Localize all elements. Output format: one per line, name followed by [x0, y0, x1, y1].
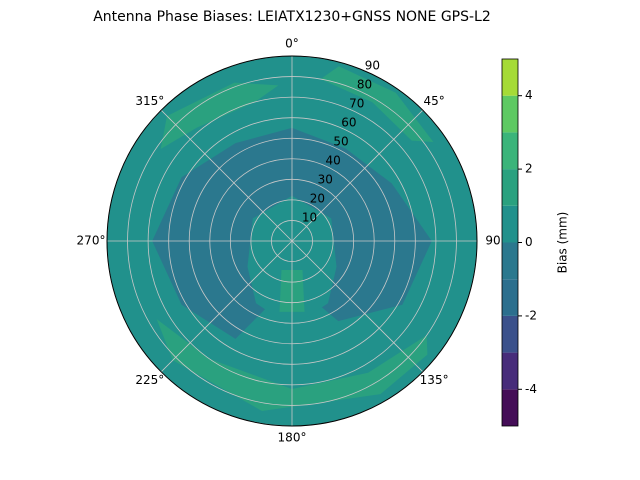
- theta-tick-label: 45°: [423, 94, 444, 108]
- colorbar-segment: [502, 352, 518, 390]
- colorbar-segment: [502, 95, 518, 133]
- r-tick-label: 60: [341, 116, 356, 130]
- contour-region: [160, 82, 279, 149]
- colorbar-segment: [502, 132, 518, 170]
- colorbar-segment: [502, 205, 518, 243]
- angular-grid-line: [160, 109, 293, 242]
- colorbar-segment: [502, 315, 518, 353]
- theta-tick-label: 225°: [135, 373, 164, 387]
- colorbar-segment: [502, 279, 518, 316]
- colorbar-tick-label: 2: [525, 162, 533, 176]
- colorbar-segment: [502, 59, 518, 96]
- theta-tick-label: 180°: [278, 431, 307, 445]
- colorbar-segment: [502, 242, 518, 280]
- r-tick-label: 30: [318, 173, 333, 187]
- contour-region: [156, 319, 428, 411]
- angular-grid-line: [160, 240, 293, 373]
- r-tick-label: 10: [302, 211, 317, 225]
- theta-tick-label: 315°: [135, 94, 164, 108]
- r-tick-label: 40: [325, 154, 340, 168]
- theta-tick-label: 270°: [77, 234, 106, 248]
- r-tick-label: 70: [349, 97, 364, 111]
- r-tick-label: 20: [310, 192, 325, 206]
- theta-tick-label: 135°: [420, 373, 449, 387]
- colorbar-tick-label: 0: [525, 235, 533, 249]
- colorbar-tick-label: 4: [525, 88, 533, 102]
- r-tick-label: 80: [357, 78, 372, 92]
- r-tick-label: 50: [333, 135, 348, 149]
- r-tick-label: 90: [365, 59, 380, 73]
- theta-tick-label: 90: [485, 234, 500, 248]
- colorbar-tick-label: -4: [525, 382, 537, 396]
- chart-title: Antenna Phase Biases: LEIATX1230+GNSS NO…: [93, 9, 491, 25]
- angular-grid-line: [291, 109, 424, 242]
- theta-tick-label: 0°: [285, 37, 299, 51]
- colorbar-segment: [502, 169, 518, 206]
- contour-region: [320, 66, 434, 142]
- colorbar-tick-label: -2: [525, 308, 537, 322]
- colorbar-segment: [502, 389, 518, 426]
- colorbar-label: Bias (mm): [556, 212, 570, 274]
- angular-grid-line: [291, 240, 424, 373]
- polar-frame: [106, 55, 478, 427]
